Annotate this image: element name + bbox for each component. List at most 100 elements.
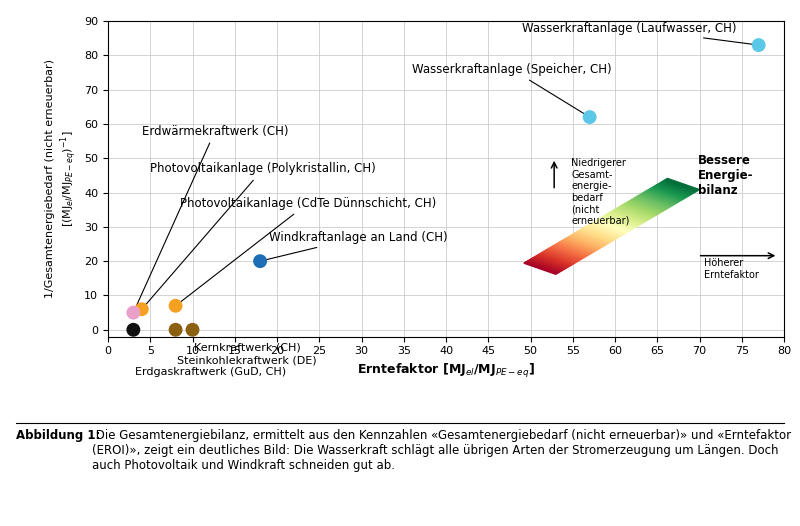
- Polygon shape: [590, 223, 624, 235]
- Polygon shape: [556, 243, 590, 255]
- Text: Photovoltaikanlage (Polykristallin, CH): Photovoltaikanlage (Polykristallin, CH): [144, 163, 376, 307]
- Point: [583, 113, 596, 122]
- Polygon shape: [625, 203, 658, 215]
- Polygon shape: [646, 190, 680, 203]
- Polygon shape: [530, 259, 563, 271]
- Polygon shape: [615, 208, 649, 220]
- Point: [127, 308, 140, 317]
- Text: Bessere
Energie-
bilanz: Bessere Energie- bilanz: [698, 154, 754, 197]
- Polygon shape: [563, 239, 597, 251]
- Polygon shape: [554, 244, 588, 256]
- Polygon shape: [610, 211, 644, 224]
- Polygon shape: [630, 199, 663, 212]
- Text: Steinkohlekraftwerk (DE): Steinkohlekraftwerk (DE): [178, 355, 317, 365]
- Polygon shape: [574, 232, 608, 245]
- Polygon shape: [596, 220, 630, 232]
- Text: Die Gesamtenergiebilanz, ermittelt aus den Kennzahlen «Gesamtenergiebedarf (nich: Die Gesamtenergiebilanz, ermittelt aus d…: [92, 429, 791, 472]
- Text: Kernkraftwerk (CH): Kernkraftwerk (CH): [194, 343, 301, 353]
- Polygon shape: [589, 224, 622, 236]
- Polygon shape: [569, 236, 602, 248]
- Polygon shape: [526, 261, 559, 273]
- Polygon shape: [583, 227, 617, 239]
- Polygon shape: [612, 210, 646, 222]
- Polygon shape: [538, 254, 572, 266]
- Text: Photovoltaikanlage (CdTe Dünnschicht, CH): Photovoltaikanlage (CdTe Dünnschicht, CH…: [178, 197, 436, 304]
- Polygon shape: [599, 218, 633, 230]
- Polygon shape: [657, 184, 690, 196]
- Polygon shape: [631, 198, 666, 211]
- Y-axis label: 1/Gesamtenergiebedarf (nicht erneuerbar)
[(MJ$_{el}$/MJ$_{PE-eq}$)$^{-1}$]: 1/Gesamtenergiebedarf (nicht erneuerbar)…: [45, 59, 78, 298]
- Polygon shape: [540, 252, 574, 265]
- Polygon shape: [618, 207, 651, 219]
- Polygon shape: [572, 234, 606, 246]
- Polygon shape: [638, 194, 673, 207]
- Polygon shape: [565, 238, 599, 250]
- Polygon shape: [550, 246, 585, 258]
- Text: Höherer
Erntefaktor: Höherer Erntefaktor: [703, 258, 758, 280]
- Point: [752, 41, 765, 49]
- Polygon shape: [637, 195, 670, 208]
- Polygon shape: [644, 191, 678, 204]
- Polygon shape: [603, 216, 637, 228]
- Polygon shape: [585, 226, 618, 238]
- Point: [170, 326, 182, 334]
- Polygon shape: [567, 237, 601, 249]
- Polygon shape: [621, 205, 654, 217]
- Polygon shape: [651, 187, 685, 199]
- Point: [135, 305, 148, 313]
- Polygon shape: [534, 256, 568, 268]
- Polygon shape: [582, 228, 615, 240]
- Polygon shape: [586, 225, 620, 237]
- Polygon shape: [655, 185, 689, 197]
- Polygon shape: [558, 242, 592, 254]
- Text: Wasserkraftanlage (Laufwasser, CH): Wasserkraftanlage (Laufwasser, CH): [522, 22, 756, 45]
- Point: [254, 257, 266, 266]
- Text: Abbildung 1:: Abbildung 1:: [16, 429, 100, 442]
- Polygon shape: [622, 204, 656, 216]
- Polygon shape: [598, 219, 631, 231]
- Polygon shape: [594, 221, 627, 233]
- Polygon shape: [524, 262, 558, 274]
- Polygon shape: [592, 222, 626, 234]
- Polygon shape: [619, 206, 653, 218]
- Polygon shape: [635, 196, 669, 209]
- Polygon shape: [579, 229, 613, 241]
- Polygon shape: [626, 202, 660, 214]
- Point: [127, 326, 140, 334]
- Polygon shape: [628, 200, 662, 213]
- Polygon shape: [531, 258, 565, 270]
- Point: [170, 301, 182, 310]
- Polygon shape: [642, 192, 676, 205]
- Polygon shape: [546, 249, 579, 261]
- Polygon shape: [662, 180, 696, 193]
- Polygon shape: [544, 250, 578, 262]
- Polygon shape: [578, 230, 611, 242]
- Point: [186, 326, 199, 334]
- Text: Windkraftanlage an Land (CH): Windkraftanlage an Land (CH): [262, 231, 447, 260]
- Polygon shape: [601, 217, 634, 229]
- Polygon shape: [658, 183, 692, 195]
- Polygon shape: [634, 197, 667, 210]
- Polygon shape: [576, 231, 610, 244]
- Text: Niedrigerer
Gesamt-
energie-
bedarf
(nicht
erneuerbar): Niedrigerer Gesamt- energie- bedarf (nic…: [571, 158, 630, 226]
- Polygon shape: [533, 257, 566, 269]
- Polygon shape: [650, 188, 683, 200]
- Polygon shape: [537, 255, 570, 267]
- Text: Erdgaskraftwerk (GuD, CH): Erdgaskraftwerk (GuD, CH): [135, 367, 286, 377]
- Polygon shape: [570, 235, 604, 247]
- Polygon shape: [608, 213, 642, 225]
- Polygon shape: [666, 178, 699, 190]
- Polygon shape: [614, 209, 647, 221]
- Polygon shape: [547, 248, 581, 260]
- Polygon shape: [606, 214, 640, 226]
- X-axis label: Erntefaktor [MJ$_{el}$/MJ$_{PE-eq}$]: Erntefaktor [MJ$_{el}$/MJ$_{PE-eq}$]: [357, 362, 535, 380]
- Polygon shape: [562, 240, 595, 252]
- Polygon shape: [660, 181, 694, 194]
- Polygon shape: [648, 189, 682, 201]
- Text: Wasserkraftanlage (Speicher, CH): Wasserkraftanlage (Speicher, CH): [412, 63, 612, 116]
- Polygon shape: [549, 247, 582, 259]
- Polygon shape: [653, 186, 687, 198]
- Polygon shape: [527, 260, 561, 272]
- Polygon shape: [560, 241, 594, 253]
- Polygon shape: [542, 251, 575, 264]
